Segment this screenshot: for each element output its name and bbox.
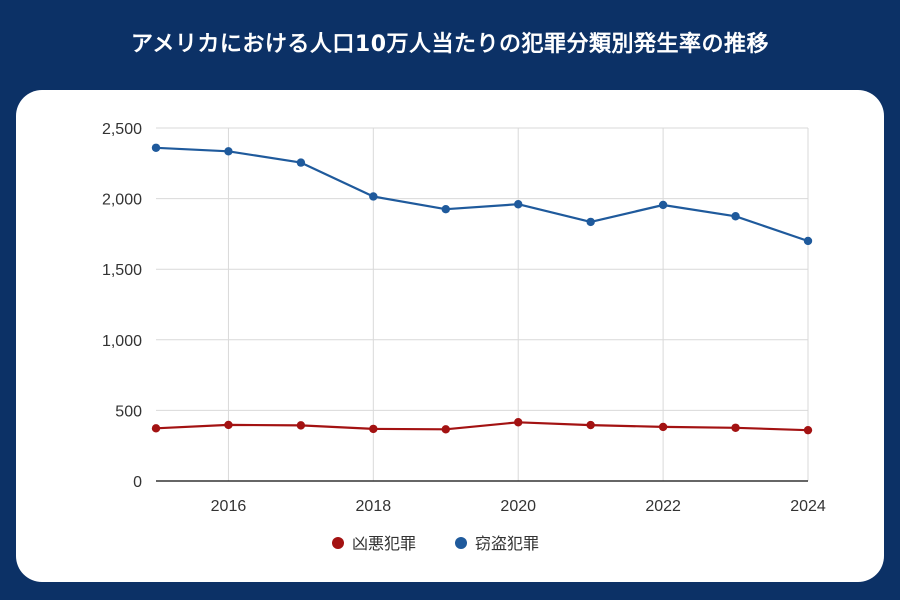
data-point (151, 143, 161, 152)
data-point (803, 425, 813, 435)
y-tick-label: 2,500 (102, 121, 142, 138)
series-line-1 (155, 421, 809, 432)
data-point (369, 192, 378, 201)
data-point (731, 423, 740, 432)
data-point (441, 425, 450, 434)
legend-marker-2 (455, 537, 467, 549)
data-point (296, 421, 306, 430)
chart-card: 0 500 1,000 1,500 2,000 2,500 2016 2018 2020 2022… (16, 90, 884, 582)
y-tick-label: 500 (115, 403, 142, 420)
x-tick-label: 2022 (645, 498, 681, 515)
data-point (224, 420, 233, 430)
data-point (441, 204, 450, 214)
data-point (731, 212, 740, 221)
x-tick-label: 2020 (500, 498, 536, 515)
data-point (658, 422, 668, 432)
data-point (369, 424, 378, 434)
x-tick-label: 2018 (356, 498, 392, 515)
legend-label-2: 窃盗犯罪 (475, 534, 539, 553)
x-tick-label: 2024 (790, 498, 826, 515)
data-point (658, 200, 668, 210)
y-tick-label: 0 (133, 474, 142, 491)
data-point (514, 200, 523, 209)
legend-label-1: 凶悪犯罪 (352, 534, 416, 553)
y-tick-label: 1,000 (102, 333, 142, 350)
data-point (224, 147, 233, 156)
legend-marker-1 (332, 537, 344, 549)
chart-title: アメリカにおける人口10万人当たりの犯罪分類別発生率の推移 (130, 32, 770, 57)
y-tick-label: 2,000 (102, 192, 142, 209)
data-point (586, 420, 595, 430)
series-line-2 (155, 146, 809, 243)
data-point (586, 217, 595, 227)
data-point (296, 158, 306, 167)
y-tick-label: 1,500 (102, 262, 142, 279)
data-point (151, 424, 161, 433)
line-chart: 0 500 1,000 1,500 2,000 2,500 2016 2018 2020 2022… (102, 121, 826, 553)
x-tick-label: 2016 (211, 498, 247, 515)
data-point (803, 236, 813, 246)
data-point (514, 418, 523, 427)
